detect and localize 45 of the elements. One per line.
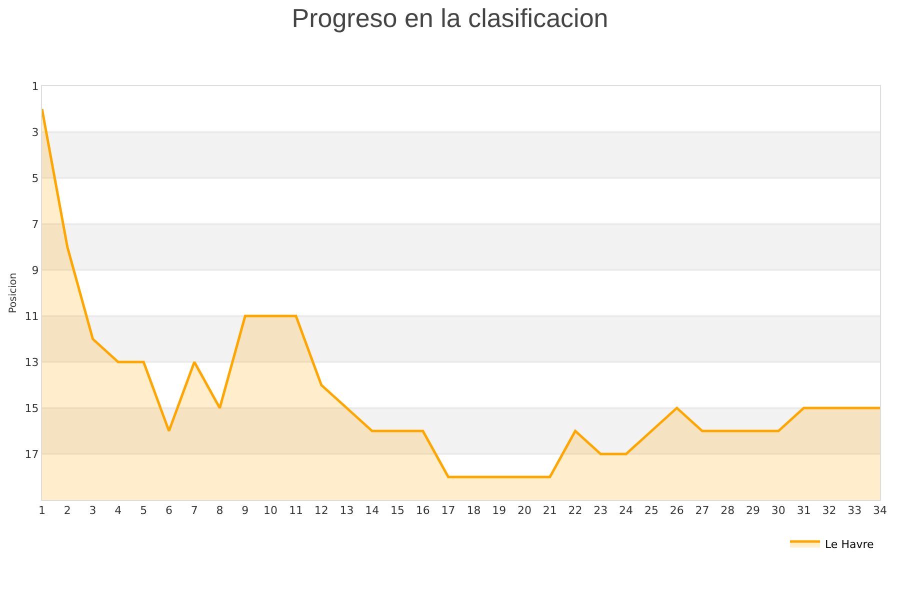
x-tick-label: 30 [771,504,786,518]
x-tick-label: 16 [416,504,430,518]
x-tick-label: 6 [165,504,172,518]
y-axis-title: Posicion [8,272,19,314]
x-tick-label: 18 [466,504,481,518]
x-tick-label: 15 [390,504,405,518]
y-tick-label: 17 [24,448,39,461]
x-tick-label: 13 [340,504,354,518]
x-tick-label: 21 [542,504,557,518]
y-tick-label: 7 [32,218,39,231]
x-tick-label: 27 [695,504,710,518]
legend-label: Le Havre [825,538,874,551]
x-tick-label: 19 [492,504,506,518]
x-tick-label: 2 [64,504,71,518]
x-tick-label: 28 [720,504,735,518]
x-tick-label: 3 [89,504,96,518]
y-tick-label: 1 [32,80,39,93]
x-tick-label: 26 [670,504,684,518]
x-tick-label: 10 [264,504,278,518]
x-tick-label: 33 [848,504,862,518]
x-tick-label: 7 [190,504,198,518]
chart-title: Progreso en la clasificacion [292,3,608,34]
x-tick-label: 29 [746,504,760,518]
y-tick-label: 5 [32,172,39,185]
x-tick-label: 14 [365,504,380,518]
x-tick-label: 31 [796,504,811,518]
x-tick-label: 22 [568,504,582,518]
x-tick-label: 5 [140,504,148,518]
y-tick-label: 11 [24,310,39,323]
x-tick-label: 25 [644,504,658,518]
x-tick-label: 17 [441,504,456,518]
x-tick-label: 24 [619,504,634,518]
y-tick-label: 9 [32,264,39,277]
x-tick-label: 4 [114,504,122,518]
y-tick-label: 13 [24,356,39,369]
x-tick-label: 20 [517,504,532,518]
x-tick-label: 12 [314,504,328,518]
x-tick-label: 9 [242,504,249,518]
x-tick-label: 23 [594,504,608,518]
x-tick-label: 34 [873,504,887,518]
x-tick-label: 32 [822,504,836,518]
y-tick-label: 3 [32,126,39,139]
x-tick-label: 11 [288,504,303,518]
y-tick-label: 15 [24,402,39,415]
x-tick-label: 8 [216,504,224,518]
